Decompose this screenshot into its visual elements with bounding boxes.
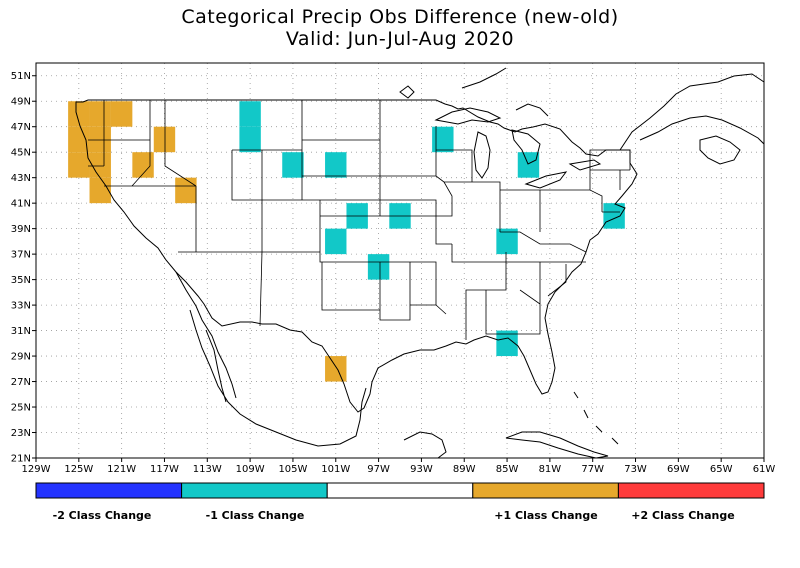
difference-cell <box>110 101 133 127</box>
difference-cell <box>89 152 111 178</box>
lake-huron <box>511 129 541 165</box>
lon-tick-label: 125W <box>64 464 93 475</box>
lat-tick-label: 43N <box>11 173 31 184</box>
legend-swatch <box>35 482 183 499</box>
lon-tick-label: 69W <box>667 464 690 475</box>
lon-tick-label: 97W <box>367 464 390 475</box>
difference-cell <box>68 152 90 178</box>
state-lines <box>88 100 631 340</box>
difference-cell <box>89 177 111 204</box>
lon-tick-label: 109W <box>236 464 265 475</box>
lake-ontario <box>568 159 602 171</box>
lon-tick-label: 65W <box>710 464 733 475</box>
lake-superior <box>434 107 502 125</box>
difference-cell <box>132 152 154 178</box>
legend-swatch <box>472 482 619 499</box>
longitude-tick-labels: 129W 125W 121W 117W 113W 109W 105W 101W 97W 93W 89… <box>22 458 776 475</box>
legend-label: +2 Class Change <box>631 509 734 522</box>
lon-tick-label: 77W <box>581 464 604 475</box>
legend-swatch <box>181 482 328 499</box>
lat-tick-label: 35N <box>11 275 31 286</box>
difference-cell <box>89 101 111 127</box>
latitude-tick-labels: 51N 49N 47N 45N 43N 41N 39N 37N 35N 33N 31N 29N 27N 2… <box>11 71 36 465</box>
difference-cell <box>239 126 261 153</box>
difference-cell <box>496 228 518 255</box>
difference-cell <box>68 101 90 127</box>
lon-tick-label: 105W <box>278 464 307 475</box>
difference-cell <box>153 126 176 153</box>
lon-tick-label: 61W <box>753 464 776 475</box>
difference-cell <box>603 203 625 229</box>
difference-cell <box>325 228 347 255</box>
lat-tick-label: 25N <box>11 403 31 414</box>
map-frame <box>35 62 765 459</box>
bahamas <box>573 391 619 445</box>
cuba <box>505 431 609 459</box>
lon-tick-label: 113W <box>193 464 222 475</box>
lat-tick-label: 29N <box>11 352 31 363</box>
difference-cell <box>239 101 261 127</box>
legend-label: +1 Class Change <box>494 509 597 522</box>
lat-tick-label: 51N <box>11 71 31 82</box>
us-outline <box>75 99 638 413</box>
difference-cell <box>517 152 540 178</box>
difference-cell <box>175 177 197 204</box>
legend-swatch <box>326 482 474 499</box>
difference-cell <box>282 152 304 178</box>
lon-tick-label: 129W <box>22 464 51 475</box>
lon-tick-label: 89W <box>453 464 476 475</box>
legend-label: -1 Class Change <box>206 509 305 522</box>
lat-tick-label: 21N <box>11 454 31 465</box>
difference-cell <box>432 126 454 153</box>
lat-tick-label: 41N <box>11 199 31 210</box>
state-borders <box>88 100 631 340</box>
lat-tick-label: 47N <box>11 122 31 133</box>
mexico-coast <box>189 309 367 447</box>
lon-tick-label: 117W <box>150 464 179 475</box>
lat-lon-gridlines <box>36 63 764 458</box>
lat-tick-label: 37N <box>11 250 31 261</box>
map-title: Categorical Precip Obs Difference (new-o… <box>0 6 800 50</box>
hudson-region-coast <box>399 67 549 117</box>
difference-cell <box>496 330 518 357</box>
lat-tick-label: 23N <box>11 428 31 439</box>
lat-tick-label: 49N <box>11 97 31 108</box>
lon-tick-label: 121W <box>107 464 136 475</box>
legend-label: -2 Class Change <box>53 509 152 522</box>
lon-tick-label: 85W <box>496 464 519 475</box>
canada-northeast-coast <box>619 73 765 165</box>
lat-tick-label: 39N <box>11 224 31 235</box>
lon-tick-label: 101W <box>321 464 350 475</box>
difference-cell <box>89 126 111 153</box>
lat-tick-label: 33N <box>11 301 31 312</box>
difference-cells <box>68 101 625 382</box>
yucatan <box>403 431 447 459</box>
lon-tick-label: 73W <box>624 464 647 475</box>
title-line-1: Categorical Precip Obs Difference (new-o… <box>181 6 619 28</box>
lon-tick-label: 93W <box>410 464 433 475</box>
color-legend: -2 Class Change -1 Class Change +1 Class C… <box>35 482 765 522</box>
coastline-and-borders <box>75 67 765 459</box>
difference-cell <box>325 356 347 382</box>
difference-cell <box>325 152 347 178</box>
difference-cell <box>367 254 390 280</box>
lat-tick-label: 27N <box>11 377 31 388</box>
lat-tick-label: 45N <box>11 148 31 159</box>
legend-swatch <box>617 482 765 499</box>
difference-cell <box>68 126 90 153</box>
lake-michigan <box>473 131 491 179</box>
lat-tick-label: 31N <box>11 326 31 337</box>
title-line-2: Valid: Jun-Jul-Aug 2020 <box>285 28 515 50</box>
lake-erie <box>524 171 568 189</box>
lon-tick-label: 81W <box>539 464 562 475</box>
baja-california <box>175 271 237 399</box>
